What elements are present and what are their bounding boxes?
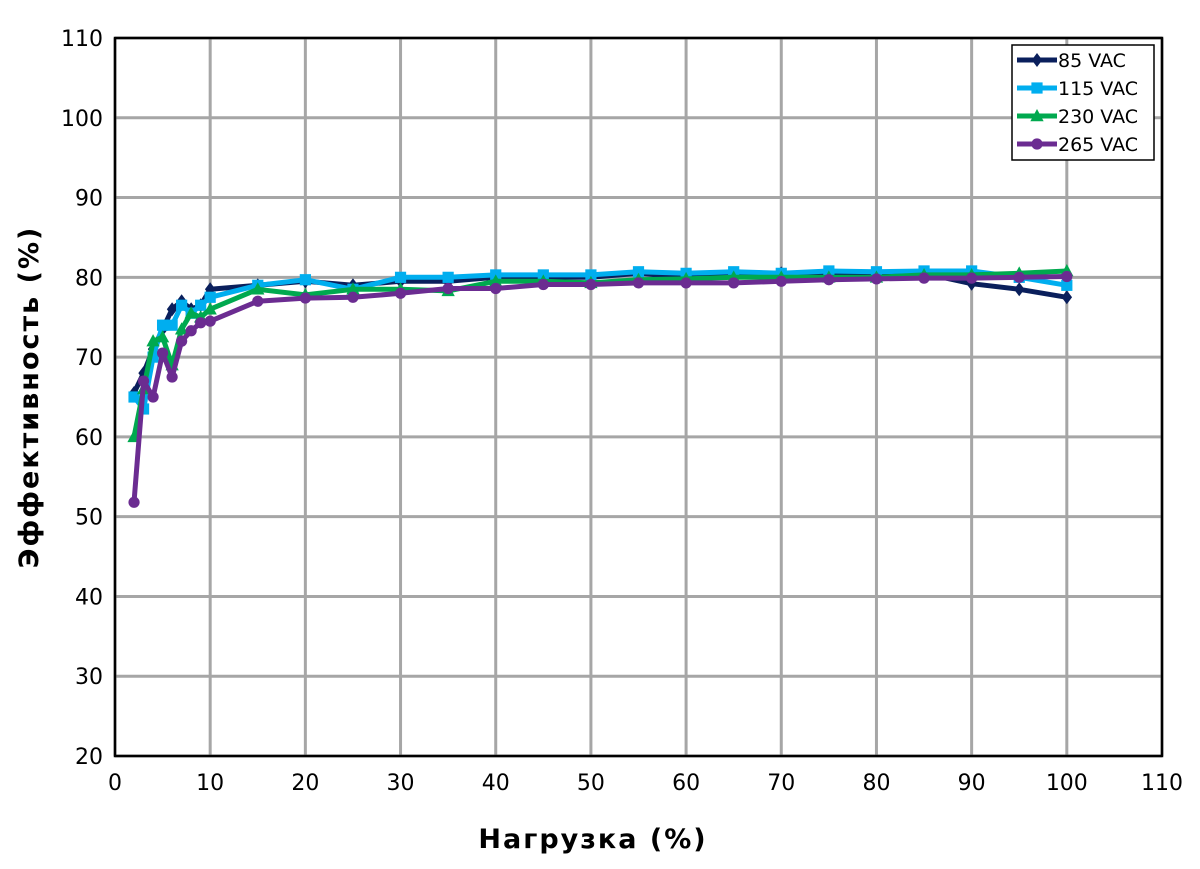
x-tick-label: 70: [767, 771, 795, 796]
data-point: [823, 274, 835, 286]
data-point: [176, 299, 188, 311]
y-tick-label: 90: [75, 187, 103, 212]
data-point: [166, 371, 178, 383]
data-point: [1061, 270, 1073, 283]
data-point: [585, 278, 597, 291]
data-point: [918, 272, 930, 284]
tick-labels: 0 10 20 30 40 50 60 70 80 90 100 110 20 30 40 50 60 70 80 9…: [61, 27, 1183, 796]
data-point: [137, 375, 150, 387]
data-point: [195, 317, 207, 329]
data-point: [128, 391, 140, 403]
data-point: [490, 282, 502, 295]
data-point: [680, 277, 692, 289]
data-point: [585, 269, 597, 281]
data-point: [204, 315, 216, 327]
legend-marker: [1031, 138, 1043, 150]
data-point: [174, 322, 189, 335]
y-tick-label: 50: [75, 506, 103, 531]
x-tick-label: 60: [672, 771, 700, 796]
data-point: [966, 272, 978, 284]
data-point: [728, 277, 740, 289]
data-point: [1061, 279, 1073, 291]
data-point: [166, 319, 178, 331]
data-point: [1013, 282, 1025, 297]
data-point: [128, 496, 140, 508]
legend-marker: [1031, 82, 1043, 94]
x-tick-label: 40: [482, 771, 510, 796]
data-point: [394, 271, 407, 283]
y-tick-label: 100: [61, 107, 103, 132]
legend-label: 115 VAC: [1058, 78, 1138, 100]
data-point: [442, 271, 454, 283]
x-tick-label: 100: [1046, 771, 1088, 796]
data-point: [489, 274, 503, 287]
data-point: [251, 282, 265, 295]
series-265-vac: [128, 270, 1073, 508]
y-tick-label: 20: [75, 745, 103, 770]
data-point: [252, 295, 264, 307]
x-tick-label: 80: [862, 771, 890, 796]
data-point: [166, 302, 178, 317]
data-point: [394, 287, 407, 299]
data-point: [632, 277, 645, 289]
y-tick-label: 80: [75, 266, 103, 291]
data-point: [299, 292, 311, 304]
data-point: [147, 351, 159, 363]
x-tick-label: 110: [1141, 771, 1183, 796]
data-point: [442, 282, 454, 295]
data-point: [632, 266, 645, 278]
legend-marker: [1030, 109, 1044, 122]
data-point: [1061, 290, 1073, 305]
legend-label: 265 VAC: [1058, 134, 1138, 156]
data-point: [775, 275, 787, 287]
data-point: [346, 282, 360, 295]
x-tick-label: 0: [108, 771, 122, 796]
data-point: [184, 306, 198, 319]
x-tick-label: 30: [387, 771, 415, 796]
data-point: [146, 334, 160, 347]
x-tick-label: 10: [196, 771, 224, 796]
data-point: [299, 274, 311, 286]
y-tick-label: 110: [61, 27, 103, 52]
data-point: [185, 325, 197, 337]
legend-label: 85 VAC: [1058, 50, 1126, 72]
data-point: [204, 291, 216, 303]
x-tick-label: 50: [577, 771, 605, 796]
y-axis-title: Эффективность (%): [14, 226, 45, 569]
legend-marker: [1031, 53, 1043, 67]
data-point: [537, 278, 549, 291]
data-point: [156, 319, 169, 331]
legend: 85 VAC 115 VAC 230 VAC 265 VAC: [1011, 44, 1155, 161]
x-tick-label: 90: [958, 771, 986, 796]
y-tick-label: 70: [75, 346, 103, 371]
plot-area-border: [113, 36, 1164, 758]
data-point: [156, 347, 169, 359]
y-tick-label: 40: [75, 585, 103, 610]
plot-area-background: [115, 38, 1162, 756]
data-point: [347, 291, 359, 303]
data-point: [870, 273, 883, 285]
y-tick-label: 30: [75, 665, 103, 690]
x-tick-label: 20: [291, 771, 319, 796]
y-tick-label: 60: [75, 426, 103, 451]
data-point: [195, 299, 207, 311]
data-point: [1013, 271, 1025, 283]
data-point: [147, 391, 159, 403]
data-point: [176, 335, 188, 347]
legend-label: 230 VAC: [1058, 106, 1138, 128]
data-series: [127, 263, 1074, 508]
x-axis-title: Нагрузка (%): [478, 824, 707, 855]
data-point: [203, 302, 217, 315]
data-point: [155, 330, 170, 343]
